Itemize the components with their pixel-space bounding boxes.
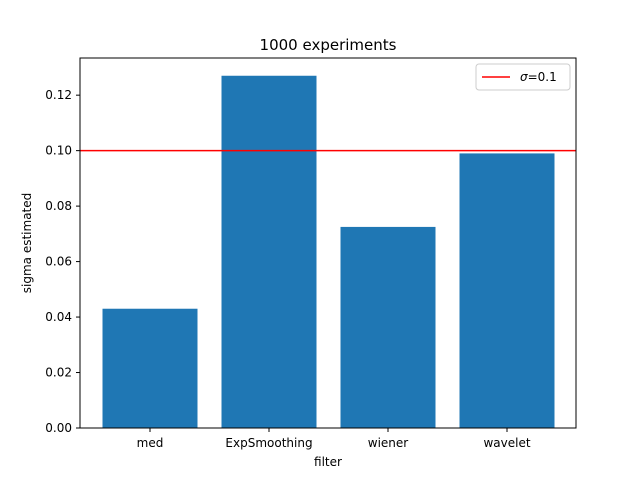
y-tick-label: 0.08 [45,199,72,213]
y-tick-label: 0.00 [45,421,72,435]
y-tick-label: 0.12 [45,88,72,102]
y-tick-label: 0.06 [45,255,72,269]
y-axis-label: sigma estimated [20,193,34,293]
y-axis-ticks: 0.00 0.02 0.04 0.06 0.08 0.10 0.12 [45,88,80,435]
y-tick-label: 0.10 [45,144,72,158]
x-tick-label: ExpSmoothing [225,436,312,450]
x-tick-label: med [137,436,164,450]
y-tick-label: 0.04 [45,310,72,324]
legend-label: σ=0.1 [520,70,557,84]
legend-box [475,63,571,91]
x-tick-label: wavelet [483,436,530,450]
legend-sigma-symbol: σ [520,70,528,84]
bar-med [102,308,198,428]
bar-expsmoothing [221,75,317,428]
bar-wavelet [459,153,555,428]
legend-value: =0.1 [528,70,557,84]
x-axis-ticks: med ExpSmoothing wiener wavelet [137,428,531,450]
plot-frame [79,57,577,429]
x-axis-label: filter [314,455,342,469]
y-tick-label: 0.02 [45,366,72,380]
bar-wiener [340,226,436,428]
chart-title: 1000 experiments [260,36,397,54]
bars-group [102,75,555,428]
x-tick-label: wiener [368,436,409,450]
legend: σ=0.1 [475,63,571,91]
